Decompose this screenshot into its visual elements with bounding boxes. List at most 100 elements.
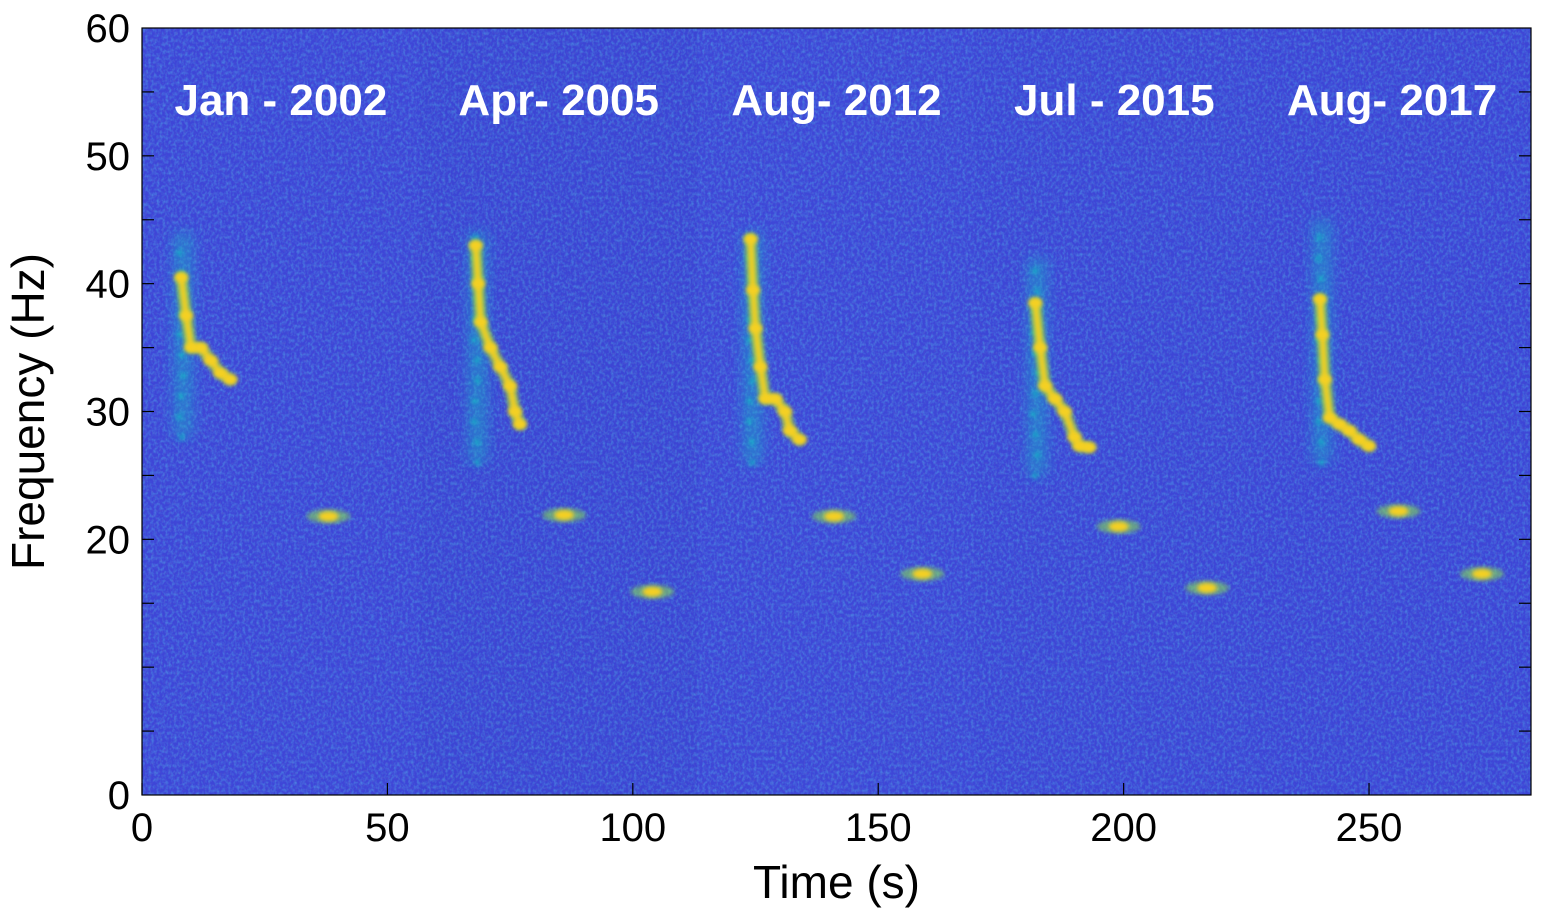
harmonic-point — [746, 398, 753, 405]
call-point — [1332, 419, 1347, 430]
harmonic-point — [748, 357, 755, 364]
call-point — [193, 342, 208, 353]
call-point — [493, 361, 508, 372]
unit-b — [318, 511, 339, 522]
harmonic-point — [474, 377, 481, 385]
harmonic-point — [1034, 451, 1041, 459]
call-point — [471, 278, 486, 289]
call-unit-group — [467, 232, 675, 599]
call-unit-group — [742, 232, 945, 581]
plot-area — [142, 28, 1531, 795]
segment-label: Apr- 2005 — [458, 76, 659, 125]
ticks-layer: 0 50 100 150 200 250 0 20 30 40 50 60 — [86, 7, 1531, 850]
x-tick-label: 0 — [131, 806, 153, 850]
harmonic-point — [471, 398, 478, 405]
call-unit-group — [1027, 258, 1230, 595]
unit-b — [824, 511, 845, 522]
call-point — [1033, 342, 1048, 353]
call-unit-group — [1311, 219, 1504, 581]
y-tick-label: 30 — [86, 391, 131, 435]
call-point — [777, 406, 792, 417]
segment-label: Aug- 2017 — [1287, 76, 1497, 125]
x-tick-label: 200 — [1090, 806, 1157, 850]
call-unit-group — [173, 232, 351, 524]
call-point — [748, 323, 763, 334]
call-point — [1362, 441, 1377, 452]
segment-band — [1253, 28, 1531, 795]
call-point — [758, 393, 773, 404]
call-point — [792, 434, 807, 445]
calls-layer — [173, 219, 1504, 599]
x-tick-label: 150 — [845, 806, 912, 850]
call-point — [1312, 294, 1327, 305]
harmonic-point — [1317, 275, 1325, 282]
call-point — [179, 310, 194, 321]
spectrogram-dark-noise — [142, 28, 1531, 795]
unit-c — [1471, 568, 1492, 579]
harmonic-point — [1315, 398, 1322, 405]
x-tick-label: 50 — [365, 806, 410, 850]
segments-layer — [142, 28, 1531, 795]
call-point — [483, 342, 498, 353]
call-point — [223, 374, 238, 385]
harmonic-point — [1031, 472, 1039, 479]
harmonic-point — [473, 357, 481, 364]
harmonic-point — [1032, 431, 1039, 438]
x-axis-title: Time (s) — [753, 856, 920, 908]
call-point — [174, 272, 189, 283]
unit-b — [1388, 506, 1409, 517]
y-axis-title: Frequency (Hz) — [2, 253, 54, 570]
x-tick-label: 100 — [599, 806, 666, 850]
call-point — [1082, 442, 1097, 453]
unit-c — [642, 586, 663, 597]
harmonic-point — [474, 459, 481, 466]
harmonic-point — [1316, 234, 1323, 241]
call-point — [512, 419, 527, 430]
harmonic-point — [1034, 288, 1041, 295]
harmonic-point — [178, 352, 185, 359]
call-point — [1028, 297, 1043, 308]
harmonic-point — [471, 234, 479, 241]
call-point — [1047, 393, 1062, 404]
harmonic-point — [1031, 267, 1039, 275]
harmonic-point — [176, 331, 183, 338]
call-point — [1038, 380, 1053, 391]
call-point — [184, 342, 199, 353]
harmonic-point — [745, 418, 753, 425]
call-point — [753, 361, 768, 372]
harmonic-point — [180, 372, 187, 379]
call-point — [768, 393, 783, 404]
call-point — [503, 380, 518, 391]
harmonic-point — [177, 392, 185, 400]
x-tick-label: 250 — [1336, 806, 1403, 850]
harmonic-point — [176, 413, 183, 420]
call-point — [508, 406, 523, 417]
y-tick-label: 0 — [108, 774, 130, 818]
unit-b — [554, 510, 575, 521]
call-point — [1352, 434, 1367, 445]
call-point — [203, 355, 218, 366]
harmonic-point — [745, 336, 753, 344]
harmonic-point — [473, 438, 481, 446]
call-point — [1317, 374, 1332, 385]
y-tick-label: 40 — [86, 263, 131, 307]
unit-c — [912, 568, 933, 579]
harmonic-point — [178, 433, 186, 441]
call-point — [213, 368, 228, 379]
call-point — [782, 425, 797, 436]
harmonic-point — [1318, 459, 1325, 466]
harmonic-point — [1030, 410, 1037, 418]
unit-c — [1197, 582, 1218, 593]
harmonic-point — [748, 459, 756, 466]
harmonic-point — [749, 377, 756, 385]
call-point — [746, 285, 761, 296]
y-tick-label: 20 — [86, 518, 131, 562]
segment-labels-layer: Jan - 2002 Apr- 2005 Aug- 2012 Jul - 2015 Au… — [174, 76, 1497, 125]
call-point — [1057, 406, 1072, 417]
harmonic-point — [470, 336, 478, 344]
segment-band — [975, 28, 1254, 795]
harmonic-point — [1032, 390, 1039, 397]
segment-label: Jul - 2015 — [1014, 76, 1215, 125]
harmonic-point — [470, 418, 478, 425]
